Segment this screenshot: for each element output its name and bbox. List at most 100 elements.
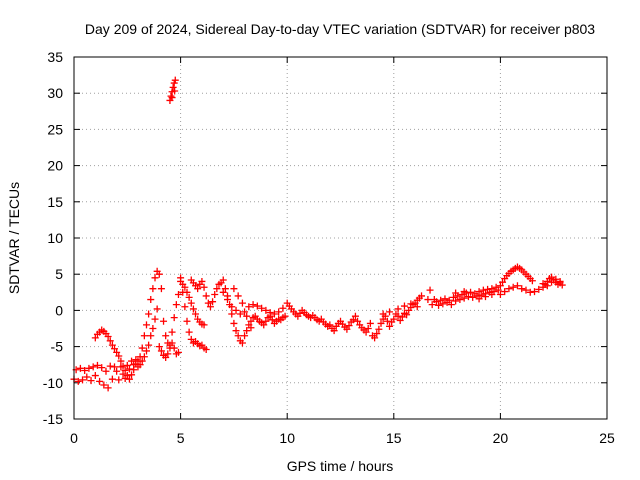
data-point bbox=[522, 286, 530, 294]
data-point bbox=[85, 364, 93, 372]
data-point bbox=[172, 301, 180, 309]
data-point bbox=[151, 274, 159, 282]
data-point bbox=[479, 286, 487, 294]
data-point bbox=[258, 304, 266, 312]
data-point bbox=[373, 330, 381, 338]
data-point bbox=[467, 288, 475, 296]
data-point bbox=[398, 313, 406, 321]
data-point bbox=[162, 332, 170, 340]
data-point bbox=[108, 375, 116, 383]
data-point bbox=[79, 376, 87, 384]
data-point bbox=[432, 298, 440, 306]
data-point bbox=[526, 288, 534, 296]
chart-title: Day 209 of 2024, Sidereal Day-to-day VTE… bbox=[85, 21, 595, 37]
data-point bbox=[539, 280, 547, 288]
data-point bbox=[494, 286, 502, 294]
data-point bbox=[424, 296, 432, 304]
x-tick-label: 15 bbox=[386, 430, 402, 446]
data-point bbox=[224, 296, 232, 304]
data-point bbox=[236, 310, 244, 318]
data-point bbox=[475, 295, 483, 303]
data-point bbox=[371, 334, 379, 342]
data-point bbox=[439, 300, 447, 308]
data-point bbox=[91, 334, 99, 342]
data-point bbox=[232, 327, 240, 335]
data-point bbox=[238, 299, 246, 307]
data-point bbox=[481, 293, 489, 301]
data-point bbox=[241, 332, 249, 340]
data-point bbox=[445, 296, 453, 304]
data-point bbox=[260, 321, 268, 329]
data-point bbox=[234, 332, 242, 340]
data-point bbox=[130, 366, 138, 374]
data-point bbox=[266, 309, 274, 317]
data-point bbox=[142, 321, 150, 329]
data-point bbox=[528, 277, 536, 285]
axes: 0 5 10 15 20 25 -15 -10 -5 0 5 10 15 20 25 30 35 bbox=[43, 49, 615, 446]
data-point bbox=[213, 285, 221, 293]
data-point bbox=[119, 362, 127, 370]
data-point bbox=[390, 315, 398, 323]
data-point bbox=[403, 311, 411, 319]
data-point bbox=[400, 302, 408, 310]
data-point bbox=[354, 317, 362, 325]
data-point bbox=[136, 361, 144, 369]
data-point bbox=[501, 288, 509, 296]
data-point bbox=[243, 312, 251, 320]
data-point bbox=[281, 312, 289, 320]
data-point bbox=[349, 316, 357, 324]
y-tick-label: 15 bbox=[47, 194, 63, 210]
data-point bbox=[183, 317, 191, 325]
data-point bbox=[106, 362, 114, 370]
data-point bbox=[362, 328, 370, 336]
data-point bbox=[168, 339, 176, 347]
data-point bbox=[228, 303, 236, 311]
data-point bbox=[375, 325, 383, 333]
data-point bbox=[121, 366, 129, 374]
data-point bbox=[91, 372, 99, 380]
data-point bbox=[270, 310, 278, 318]
data-point bbox=[326, 321, 334, 329]
data-point bbox=[441, 295, 449, 303]
data-point bbox=[74, 377, 82, 385]
data-point bbox=[140, 353, 148, 361]
data-point bbox=[418, 292, 426, 300]
data-point bbox=[268, 316, 276, 324]
data-point bbox=[449, 293, 457, 301]
data-point bbox=[160, 317, 168, 325]
data-point bbox=[104, 332, 112, 340]
data-point bbox=[119, 370, 127, 378]
data-point bbox=[155, 270, 163, 278]
data-point bbox=[548, 278, 556, 286]
data-point bbox=[108, 341, 116, 349]
data-point bbox=[181, 303, 189, 311]
data-point bbox=[106, 337, 114, 345]
data-point bbox=[253, 302, 261, 310]
data-point bbox=[364, 325, 372, 332]
data-point bbox=[383, 317, 391, 325]
data-point bbox=[145, 341, 153, 349]
data-point bbox=[428, 301, 436, 309]
grid-lines bbox=[74, 57, 607, 419]
data-point bbox=[164, 350, 172, 358]
data-point bbox=[147, 332, 155, 340]
data-point bbox=[200, 321, 208, 329]
data-point bbox=[394, 305, 402, 313]
data-point bbox=[377, 319, 385, 327]
data-point bbox=[496, 282, 504, 290]
data-point bbox=[76, 364, 84, 372]
data-point bbox=[351, 312, 359, 320]
data-point bbox=[460, 288, 468, 296]
data-point bbox=[202, 345, 210, 353]
data-point bbox=[168, 328, 176, 336]
data-point bbox=[452, 289, 460, 297]
data-point bbox=[170, 314, 178, 322]
y-tick-label: -5 bbox=[51, 339, 64, 355]
data-point bbox=[232, 306, 240, 314]
data-point bbox=[456, 296, 464, 304]
data-point bbox=[552, 275, 560, 283]
data-point bbox=[151, 315, 159, 323]
x-tick-label: 25 bbox=[599, 430, 615, 446]
data-point bbox=[275, 308, 283, 316]
